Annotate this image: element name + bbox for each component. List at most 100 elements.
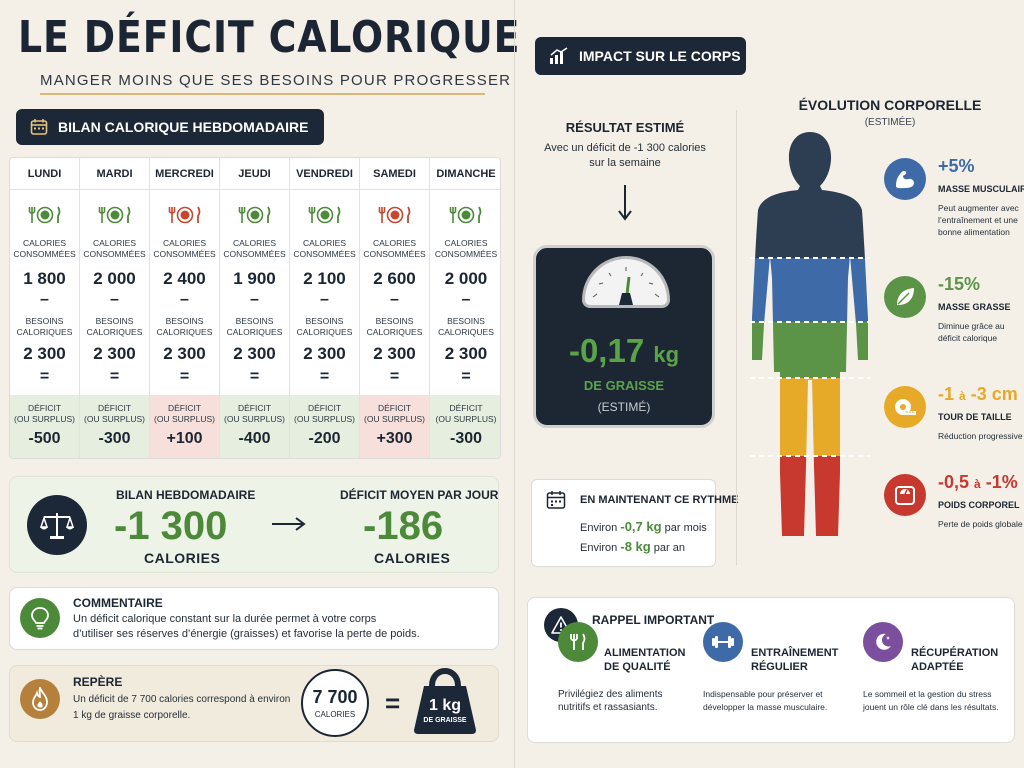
day-name: VENDREDI <box>290 158 359 190</box>
day-name: SAMEDI <box>360 158 429 190</box>
scale-dial <box>582 256 670 308</box>
reminder-card: RAPPEL IMPORTANT ALIMENTATION DE QUALITÉ P… <box>527 597 1015 743</box>
equals-sign: = <box>179 368 190 385</box>
rhythm-suffix: par an <box>653 542 685 554</box>
day-column-vendredi: VENDREDI CALORIES CONSOMMÉES 2 100 – BESOINS C… <box>290 158 360 458</box>
scale-value-number: -0,17 <box>568 332 645 369</box>
result-value: -400 <box>238 430 271 447</box>
comment-card: COMMENTAIRE Un déficit calorique constan… <box>9 587 499 650</box>
chart-up-icon <box>550 47 568 64</box>
fork-plate-knife-icon <box>430 206 500 224</box>
needs-value: 2 300 <box>23 344 66 363</box>
reminder-item-title: RÉCUPÉRATION ADAPTÉE <box>911 647 999 673</box>
body-silhouette <box>740 128 880 543</box>
comment-line-1: Un déficit calorique constant sur la dur… <box>73 613 377 625</box>
consumed-label: CALORIES CONSOMMÉES <box>293 238 356 259</box>
reminder-item-3: RÉCUPÉRATION ADAPTÉE Le sommeil et la gest… <box>863 622 1013 732</box>
calendar-icon <box>546 490 566 515</box>
weekly-balance-unit: CALORIES <box>144 550 221 566</box>
consumed-value: 1 900 <box>233 269 276 288</box>
weight-value: 1 kg <box>428 697 461 714</box>
impact-heading-pill: IMPACT SUR LE CORPS <box>535 37 746 75</box>
body-metric-2: -15% MASSE GRASSE Diminue grâce au déficit… <box>884 274 1024 356</box>
day-result-cell <box>360 395 429 458</box>
result-label: DÉFICIT (OU SURPLUS) <box>14 403 75 424</box>
daily-deficit-unit: CALORIES <box>374 550 451 566</box>
reminder-item-1: ALIMENTATION DE QUALITÉ Privilégiez des al… <box>558 622 698 732</box>
fork-plate-knife-icon <box>360 206 429 224</box>
calories-circle: 7 700 CALORIES <box>301 669 369 737</box>
minus-sign: – <box>390 291 399 308</box>
dumbbell-icon <box>703 622 743 662</box>
result-label: DÉFICIT (OU SURPLUS) <box>84 403 145 424</box>
balance-scale-icon <box>27 495 87 555</box>
needs-label: BESOINS CALORIQUES <box>366 316 423 337</box>
metric-value: -0,5 à -1% <box>938 472 1018 492</box>
metric-description: Diminue grâce au déficit calorique <box>938 321 1005 343</box>
metric-value: -1 à -3 cm <box>938 384 1018 404</box>
consumed-label: CALORIES CONSOMMÉES <box>83 238 146 259</box>
scale-value-unit: kg <box>653 342 680 367</box>
evolution-subtitle: (ESTIMÉE) <box>864 117 916 128</box>
result-value: -200 <box>308 430 341 447</box>
needs-label: BESOINS CALORIQUES <box>226 316 283 337</box>
scale-note: (ESTIMÉ) <box>597 400 651 414</box>
result-subtitle: Avec un déficit de -1 300 calories sur l… <box>540 141 710 171</box>
body-metric-3: -1 à -3 cm TOUR DE TAILLE Réduction progre… <box>884 384 1024 466</box>
reminder-item-description: Privilégiez des aliments nutritifs et ra… <box>558 689 663 713</box>
result-label: DÉFICIT (OU SURPLUS) <box>294 403 355 424</box>
day-result-cell <box>430 395 500 458</box>
leaf-icon <box>884 276 926 318</box>
daily-deficit-label: DÉFICIT MOYEN PAR JOUR <box>340 488 499 502</box>
minus-sign: – <box>110 291 119 308</box>
result-heading: RÉSULTAT ESTIMÉ <box>565 120 685 135</box>
equals-sign: = <box>249 368 260 385</box>
weekly-summary-card: BILAN HEBDOMADAIRE -1 300 CALORIES DÉFIC… <box>9 476 499 573</box>
body-metric-4: -0,5 à -1% POIDS CORPOREL Perte de poids g… <box>884 472 1024 554</box>
result-value: -300 <box>449 430 483 447</box>
moon-icon <box>863 622 903 662</box>
fork-plate-knife-icon <box>10 206 79 224</box>
day-name: DIMANCHE <box>430 158 500 190</box>
calories-circle-unit: CALORIES <box>314 710 356 719</box>
reminder-item-description: Le sommeil et la gestion du stress jouen… <box>863 689 999 712</box>
page-subtitle: MANGER MOINS QUE SES BESOINS POUR PROGRE… <box>40 72 512 89</box>
metric-description: Perte de poids globale <box>938 519 1023 529</box>
result-value: -300 <box>98 430 131 447</box>
weight-unit: DE GRAISSE <box>423 717 467 724</box>
section-divider <box>736 110 737 565</box>
day-column-mercredi: MERCREDI CALORIES CONSOMMÉES 2 400 – BESOINS C… <box>150 158 220 458</box>
reminder-item-description: Indispensable pour préserver et développ… <box>703 689 828 712</box>
metric-name: POIDS CORPOREL <box>938 500 1020 510</box>
consumed-value: 2 000 <box>444 269 488 288</box>
reminder-heading: RAPPEL IMPORTANT <box>592 613 715 627</box>
minus-sign: – <box>180 291 189 308</box>
equals-sign: = <box>39 368 50 385</box>
result-label: DÉFICIT (OU SURPLUS) <box>364 403 425 424</box>
needs-value: 2 300 <box>303 344 346 363</box>
metric-value: -15% <box>938 274 981 294</box>
day-column-mardi: MARDI CALORIES CONSOMMÉES 2 000 – BESOINS CALO… <box>80 158 150 458</box>
arrow-right-icon <box>272 517 306 536</box>
daily-deficit-value: -186 <box>363 504 444 548</box>
consumed-value: 2 600 <box>373 269 416 288</box>
flame-icon <box>20 679 60 719</box>
minus-sign: – <box>250 291 259 308</box>
day-name: MERCREDI <box>150 158 219 190</box>
bilan-heading: BILAN CALORIQUE HEBDOMADAIRE <box>58 119 309 135</box>
calories-circle-value: 7 700 <box>312 687 358 707</box>
weekly-calorie-table: LUNDI CALORIES CONSOMMÉES 1 800 – BESOINS CALO… <box>9 157 501 459</box>
equals-sign: = <box>461 368 471 385</box>
rhythm-line-year: Environ -8 kg par an <box>580 539 685 554</box>
metric-name: TOUR DE TAILLE <box>938 412 1012 422</box>
day-column-samedi: SAMEDI CALORIES CONSOMMÉES 2 600 – BESOINS CAL… <box>360 158 430 458</box>
needs-label: BESOINS CALORIQUES <box>156 316 213 337</box>
rhythm-prefix: Environ <box>580 542 618 554</box>
needs-label: BESOINS CALORIQUES <box>438 316 494 337</box>
day-name: LUNDI <box>10 158 79 190</box>
fork-plate-knife-icon <box>290 206 359 224</box>
tape-measure-icon <box>884 386 926 428</box>
needs-label: BESOINS CALORIQUES <box>296 316 353 337</box>
needs-value: 2 300 <box>93 344 136 363</box>
arrow-down-icon <box>617 185 633 226</box>
